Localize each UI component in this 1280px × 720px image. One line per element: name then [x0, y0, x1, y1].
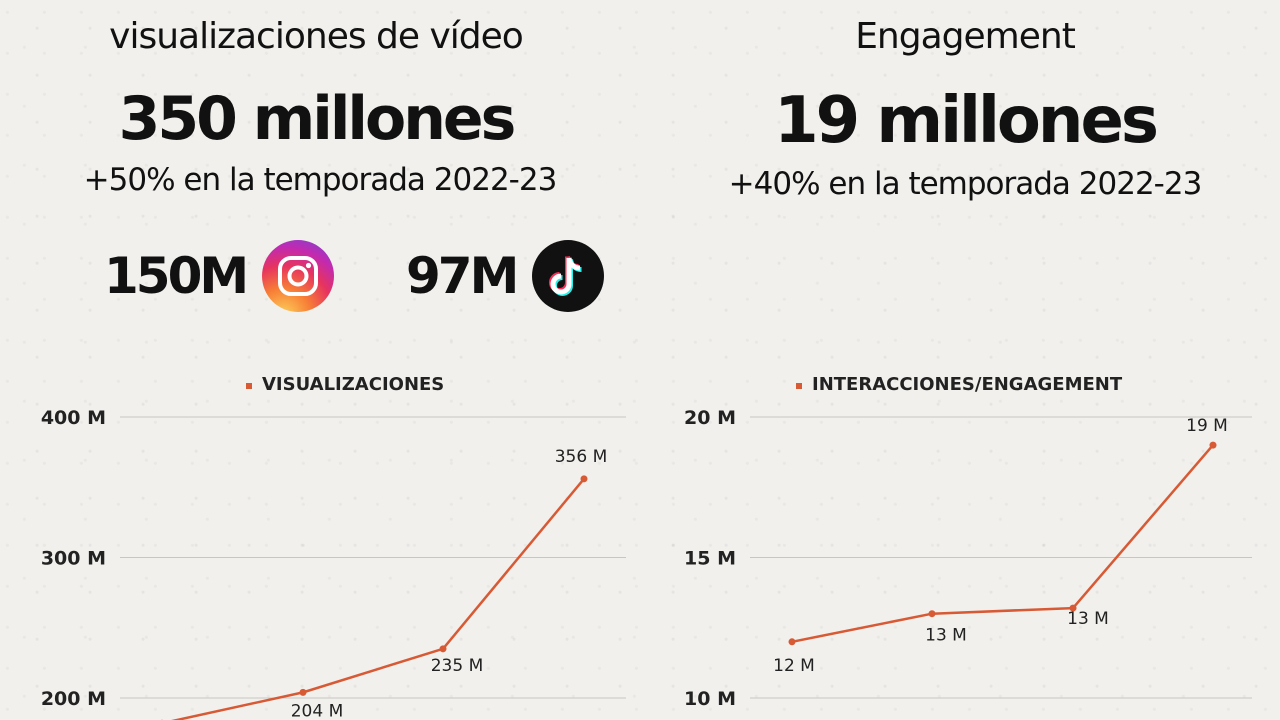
data-point: [580, 475, 588, 483]
data-label: 13 M: [1067, 609, 1109, 629]
legend-label: VISUALIZACIONES: [262, 374, 444, 395]
engagement-line-chart: INTERACCIONES/ENGAGEMENT 10 M 15 M 20 M 12 M…: [684, 374, 1252, 710]
y-tick-label: 200 M: [41, 688, 106, 710]
engagement-growth: +40% en la temporada 2022-23: [728, 166, 1203, 202]
engagement-title: Engagement: [855, 16, 1076, 57]
y-tick-label: 20 M: [684, 407, 736, 429]
engagement-value: 19 millones: [774, 84, 1159, 158]
views-line-chart: VISUALIZACIONES 200 M 300 M 400 M 204 M 235 M…: [41, 374, 626, 720]
data-point: [439, 645, 447, 653]
data-point: [1209, 441, 1217, 449]
data-label: 356 M: [555, 447, 608, 467]
y-tick-label: 400 M: [41, 407, 106, 429]
views-value: 350 millones: [118, 84, 517, 154]
data-point: [1069, 604, 1077, 612]
y-tick-label: 300 M: [41, 548, 106, 570]
series-line: [171, 478, 585, 720]
data-label: 19 M: [1186, 416, 1228, 436]
data-label: 204 M: [291, 701, 344, 720]
data-point: [928, 610, 936, 618]
data-label: 12 M: [773, 656, 815, 676]
data-label: 235 M: [431, 656, 484, 676]
instagram-icon: [262, 240, 335, 312]
series-line: [791, 444, 1214, 644]
views-title: visualizaciones de vídeo: [109, 16, 524, 57]
tiktok-icon: [532, 240, 605, 312]
legend-label: INTERACCIONES/ENGAGEMENT: [812, 374, 1123, 395]
views-growth: +50% en la temporada 2022-23: [83, 162, 558, 198]
data-point: [299, 688, 307, 696]
legend-marker: [796, 383, 802, 389]
tiktok-stat: 97M: [406, 240, 605, 312]
instagram-stat: 150M: [104, 240, 335, 312]
y-tick-label: 10 M: [684, 688, 736, 710]
data-point: [788, 638, 796, 646]
instagram-value: 150M: [104, 247, 249, 305]
tiktok-value: 97M: [406, 247, 519, 305]
data-label: 13 M: [925, 626, 967, 646]
legend-marker: [246, 383, 252, 389]
y-tick-label: 15 M: [684, 548, 736, 570]
